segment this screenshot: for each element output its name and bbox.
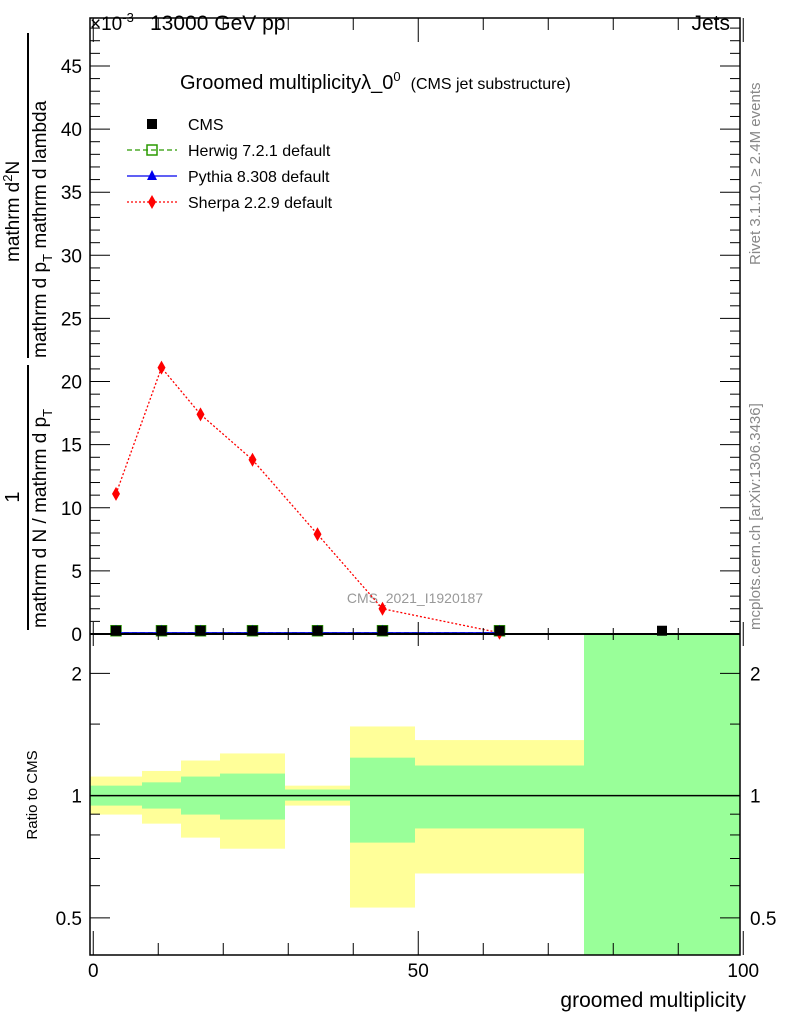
ratio-tick-label: 2 [71,664,82,685]
x-tick-label: 0 [88,961,99,982]
y-tick-label: 0 [71,625,82,646]
data-point [196,407,205,422]
ratio-tick-label-right: 0.5 [750,909,776,930]
mcplots-label: mcplots.cern.ch [arXiv:1306.3436] [747,403,764,630]
watermark: CMS_2021_I1920187 [347,590,483,606]
ratio-tick-label: 0.5 [56,909,82,930]
ratio-layer [90,634,740,955]
y-tick-label: 15 [61,436,82,457]
y-tick-label: 10 [61,499,82,520]
ratio-tick-label: 1 [71,787,82,808]
ratio-tick-label-right: 2 [750,664,761,685]
legend-marker [147,119,157,129]
data-point [112,486,120,501]
y-label-den2: mathrm d pT mathrm d lambda [30,100,55,358]
header-left: 13000 GeV pp [150,12,285,35]
plot-frame [89,17,741,956]
y-tick-label: 40 [61,120,82,141]
header-right: Jets [691,12,730,35]
y-label-den1: mathrm d N / mathrm d pT [30,409,55,628]
data-point [111,625,121,636]
y-tick-label: 35 [61,183,82,204]
legend-marker [147,170,157,180]
legend-marker [146,144,158,156]
y-label-num1: 1 [2,491,24,502]
title: Groomed multiplicityλ_00 (CMS jet substru… [180,69,571,94]
main-layer [110,360,667,640]
legend-label: CMS [188,117,224,134]
legend-marker [148,195,156,209]
y-tick-label: 5 [71,562,82,583]
y-tick-label: 30 [61,246,82,267]
legend-label: Herwig 7.2.1 default [188,143,331,160]
green-band [415,765,584,829]
data-point [247,625,258,636]
y-label-num2: mathrm d2N [0,161,24,262]
header-multiplier: ×10-3 [90,10,134,35]
rivet-label: Rivet 3.1.10, ≥ 2.4M events [747,83,764,266]
legend-label: Sherpa 2.2.9 default [188,195,333,212]
green-band [220,773,285,820]
data-point [156,625,167,636]
ratio-y-label: Ratio to CMS [24,750,41,839]
data-point [157,360,166,375]
y-tick-label: 25 [61,309,82,330]
data-point [378,601,387,616]
data-point [657,625,667,636]
ratio-tick-label-right: 1 [750,787,761,808]
y-axis-label: 1 mathrm d N / mathrm d pT mathrm d2N ma… [0,33,55,630]
x-tick-label: 100 [727,961,759,982]
x-axis-label: groomed multiplicity [560,989,746,1012]
data-point [494,625,505,636]
svg-text:Groomed multiplicityλ_00(CMS j: Groomed multiplicityλ_00 (CMS jet substru… [180,69,571,94]
data-point [313,527,322,542]
x-tick-label: 50 [408,961,429,982]
y-tick-label: 20 [61,373,82,394]
green-band [584,634,740,955]
data-point [248,452,257,467]
y-tick-label: 45 [61,57,82,78]
data-point [377,625,388,636]
data-point [312,625,323,636]
legend: CMS Herwig 7.2.1 default Pythia 8.308 defa… [127,117,333,212]
legend-label: Pythia 8.308 default [188,169,330,186]
green-band [350,757,415,843]
data-point [195,625,206,636]
